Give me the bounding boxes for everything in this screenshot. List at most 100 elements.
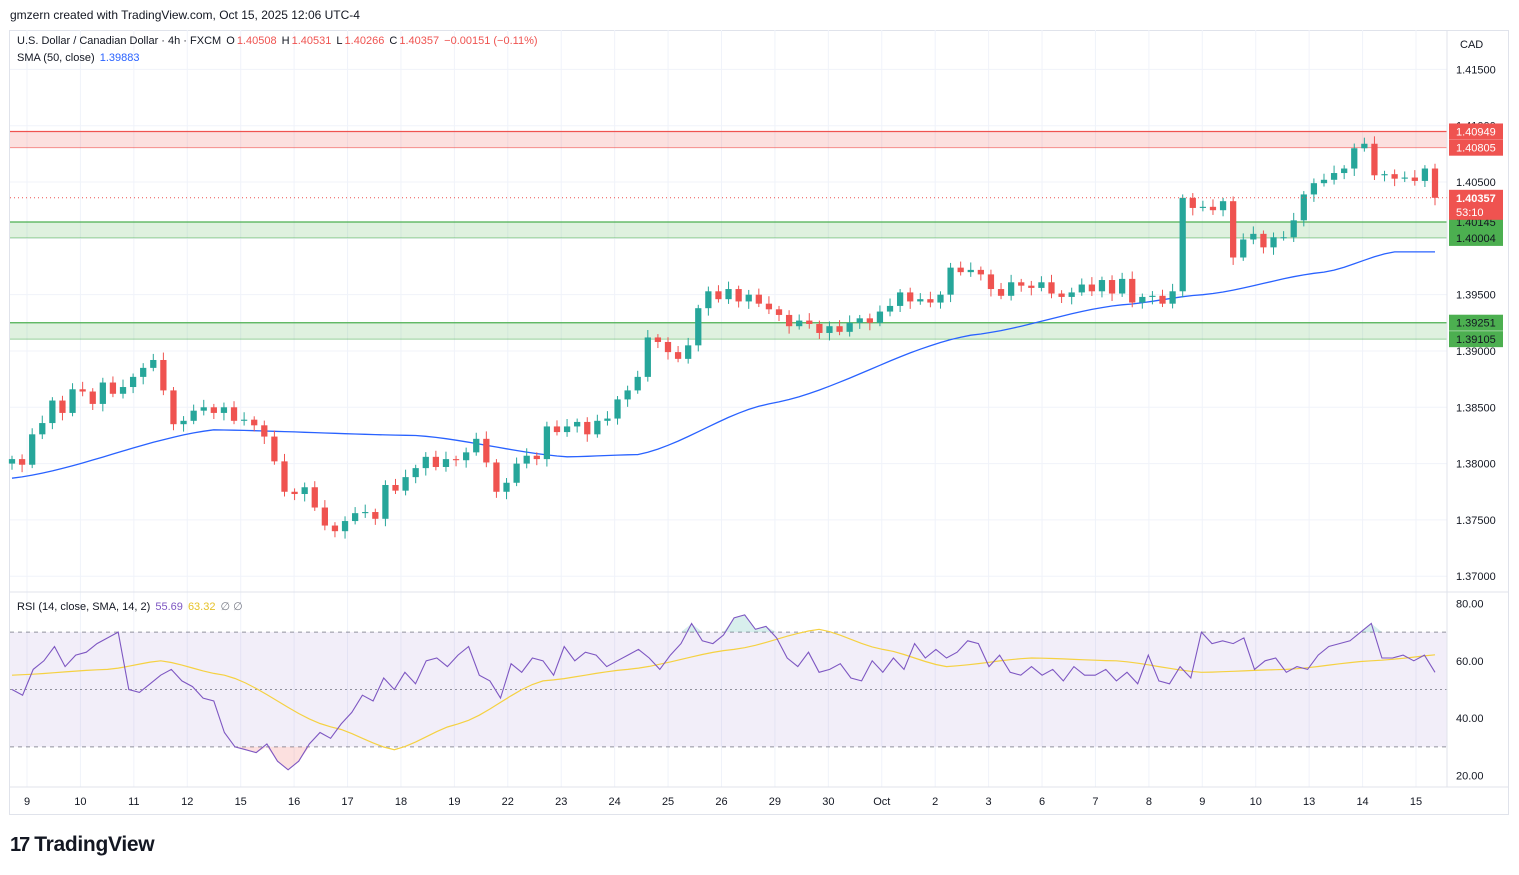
y-tick-label: 1.38000	[1456, 459, 1496, 471]
countdown-label: 53:10	[1456, 207, 1484, 219]
zone-price-label: 1.39105	[1456, 334, 1496, 346]
candle-body	[1028, 285, 1035, 288]
zone-price-label: 1.40805	[1456, 143, 1496, 155]
candle-body	[291, 491, 298, 495]
x-tick-label: 24	[609, 796, 621, 808]
x-tick-label: 13	[1303, 796, 1315, 808]
candle-body	[1189, 197, 1196, 208]
candle-body	[99, 382, 106, 404]
candle-body	[1108, 280, 1116, 294]
candle-body	[1129, 278, 1136, 303]
candle-body	[29, 434, 36, 465]
rsi-line	[11, 614, 1436, 771]
candle-body	[806, 320, 813, 324]
candle-body	[1058, 293, 1065, 297]
last-price-tag	[1449, 189, 1503, 220]
y-tick-label: 1.39000	[1456, 346, 1496, 358]
candle-body	[311, 487, 318, 508]
x-tick-label: Oct	[873, 796, 890, 808]
symbol-label: U.S. Dollar / Canadian Dollar · 4h · FXC…	[17, 35, 222, 47]
candle-body	[1341, 168, 1348, 174]
candle-body	[140, 367, 147, 377]
candle-body	[594, 420, 601, 435]
y-tick-label: 1.39500	[1456, 290, 1496, 302]
candle-body	[745, 294, 752, 302]
candle-body	[1371, 143, 1378, 176]
x-tick-label: 17	[341, 796, 353, 808]
rsi-legend: RSI (14, close, SMA, 14, 2) 55.69 63.32 …	[17, 600, 245, 613]
x-tick-label: 23	[555, 796, 567, 808]
candle-body	[1169, 291, 1176, 304]
candle-body	[907, 292, 914, 302]
tradingview-logo-text: TradingView	[34, 833, 155, 856]
x-tick-label: 7	[1092, 796, 1098, 808]
candle-body	[200, 407, 207, 411]
candles	[8, 136, 1447, 539]
candle-body	[886, 305, 894, 312]
zone-price-label: 1.40145	[1456, 217, 1496, 229]
candle-body	[210, 407, 217, 413]
candle-body	[483, 438, 490, 463]
candle-body	[220, 407, 228, 413]
x-tick-label: 9	[24, 796, 30, 808]
x-tick-label: 26	[715, 796, 727, 808]
candle-body	[422, 456, 429, 469]
zone-price-tag	[1449, 229, 1503, 246]
x-tick-label: 10	[74, 796, 86, 808]
zone-price-tag	[1449, 123, 1503, 140]
zone-price-label: 1.40004	[1456, 233, 1496, 245]
rsi-value: 55.69	[155, 601, 183, 613]
zone-price-tag	[1449, 331, 1503, 348]
candle-body	[1250, 233, 1257, 240]
candle-body	[967, 269, 974, 273]
price-zones	[10, 130, 1447, 340]
resistance-zone	[10, 131, 1447, 148]
candle-body	[765, 303, 773, 310]
candle-body	[109, 382, 117, 394]
candle-body	[1310, 183, 1318, 195]
rsi-oversold-fill	[12, 746, 1435, 770]
candle-body	[463, 452, 470, 461]
rsi-ma-value: 63.32	[187, 601, 216, 613]
candle-body	[1351, 148, 1358, 169]
sma-label: SMA (50, close)	[17, 52, 95, 64]
low-label: L	[336, 35, 343, 47]
x-tick-label: 14	[1356, 796, 1368, 808]
candle-body	[775, 309, 783, 315]
candle-body	[654, 337, 662, 342]
candle-body	[543, 426, 551, 460]
candle-body	[89, 391, 96, 404]
candle-body	[1361, 143, 1368, 149]
x-tick-label: 2	[932, 796, 938, 808]
candle-body	[755, 294, 762, 304]
candle-body	[1149, 295, 1156, 297]
candle-body	[382, 485, 389, 519]
candle-body	[1411, 177, 1418, 181]
candle-body	[634, 376, 641, 391]
candle-body	[574, 421, 581, 427]
candle-body	[1300, 194, 1307, 221]
candle-body	[1088, 284, 1095, 292]
zone-price-tag	[1449, 139, 1503, 156]
zone-price-label: 1.40949	[1456, 126, 1496, 138]
candle-body	[1320, 179, 1328, 184]
candle-body	[1230, 201, 1237, 258]
candle-body	[917, 299, 924, 302]
candle-body	[412, 468, 419, 478]
tradingview-logo: 17 TradingView	[10, 833, 155, 857]
candle-body	[1421, 168, 1429, 181]
candle-body	[1179, 197, 1186, 292]
x-tick-label: 12	[181, 796, 193, 808]
candle-body	[876, 311, 884, 323]
candle-body	[796, 320, 803, 327]
candle-body	[79, 389, 86, 392]
candle-body	[937, 294, 944, 303]
candle-body	[1159, 295, 1166, 304]
candle-body	[1270, 237, 1277, 248]
candle-body	[624, 390, 631, 400]
candle-body	[523, 455, 530, 464]
high-value: 1.40531	[291, 35, 332, 47]
x-tick-label: 30	[822, 796, 834, 808]
candle-body	[190, 410, 197, 421]
